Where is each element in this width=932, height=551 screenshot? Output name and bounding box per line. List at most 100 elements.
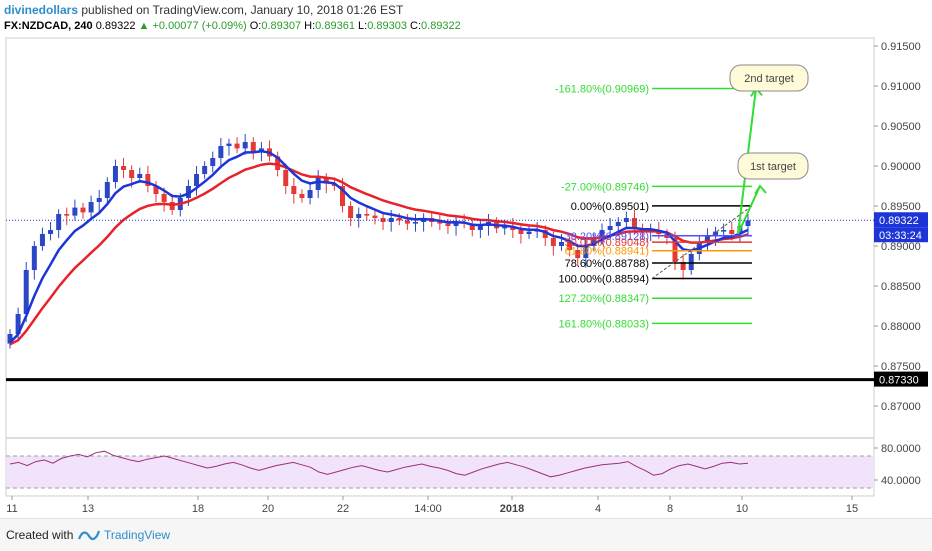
candle-up (15, 314, 21, 334)
candle-up (591, 238, 597, 246)
author-name[interactable]: divinedollars (4, 3, 79, 17)
price-tick-label: 0.87500 (881, 361, 921, 373)
candle-up (502, 226, 508, 229)
candle-up (226, 143, 232, 146)
date-tick-label: 2018 (500, 503, 524, 515)
candle-up (7, 334, 13, 344)
candle-down (364, 214, 370, 216)
candle-up (721, 230, 727, 232)
rsi-tick-label: 80.0000 (881, 443, 921, 455)
callout-box (729, 64, 809, 92)
up-arrow-icon: ▲ (138, 20, 150, 32)
swing-trendline (651, 205, 753, 279)
price-tick-label: 0.89500 (881, 201, 921, 213)
candle-up (31, 246, 37, 270)
open-label: O: (249, 20, 262, 32)
candle-up (713, 231, 719, 237)
candle-down (348, 206, 354, 218)
candle-up (72, 207, 78, 216)
countdown-label: 03:33:24 (879, 230, 922, 242)
tradingview-logo-icon[interactable] (78, 528, 100, 542)
symbol-label: FX:NZDCAD, 240 (4, 20, 93, 32)
support-tag (874, 371, 928, 387)
candle-up (623, 218, 629, 222)
target-callouts[interactable]: 2nd target 1st target (729, 64, 809, 180)
publish-info: divinedollars published on TradingView.c… (4, 3, 403, 17)
rsi-band-fill (6, 456, 874, 488)
candle-up (477, 226, 483, 230)
candle-up (185, 186, 191, 198)
support-line[interactable]: 0.87330 (6, 371, 928, 387)
candle-up (388, 218, 394, 222)
candle-down (121, 166, 127, 170)
low-label: L: (358, 20, 368, 32)
rsi-band (6, 455, 874, 489)
candle-up (88, 202, 94, 213)
candle-down (404, 220, 410, 224)
fib-label: 78.60%(0.88788) (565, 258, 649, 270)
candle-down (729, 230, 735, 234)
candle-up (242, 142, 248, 149)
candle-down (299, 194, 305, 198)
candle-up (607, 226, 613, 230)
candle-up (688, 254, 694, 270)
candle-down (469, 223, 475, 230)
candle-down (518, 230, 524, 234)
candle-down (575, 250, 581, 258)
fibonacci-levels[interactable]: -161.80%(0.90969) -27.00%(0.89746) 0.00%(0… (555, 83, 753, 330)
date-tick-label: 8 (667, 503, 673, 515)
candle-up (315, 178, 321, 190)
candle-down (340, 186, 346, 206)
date-tick-label: 22 (337, 503, 349, 515)
candle-up (48, 230, 54, 234)
moving-averages (9, 149, 749, 346)
price-axis[interactable]: 0.91500 0.91000 0.90500 0.90000 0.89500 0.890… (6, 41, 928, 487)
close-label: C: (410, 20, 422, 32)
candle-up (112, 166, 118, 182)
tradingview-link[interactable]: TradingView (104, 528, 171, 542)
publish-text: published on TradingView.com, January 10… (78, 3, 404, 17)
candle-down (291, 186, 297, 194)
current-price-tag (874, 212, 928, 228)
candle-down (567, 242, 573, 250)
candle-down (64, 214, 70, 216)
candle-up (412, 222, 418, 224)
target-1-arrow-head (754, 184, 767, 195)
candle-down (542, 230, 548, 238)
fib-label: 100.00%(0.88594) (558, 273, 649, 285)
ema-fast-line (9, 149, 749, 344)
price-tick-label: 0.88000 (881, 321, 921, 333)
candle-down (445, 223, 451, 226)
candle-up (194, 174, 200, 186)
created-with-label: Created with (6, 528, 74, 542)
candle-down (372, 215, 378, 218)
candle-down (129, 170, 135, 178)
callout-text: 1st target (750, 161, 796, 173)
price-tick-label: 0.88500 (881, 281, 921, 293)
low-value: 0.89303 (367, 20, 407, 32)
ohlc-info: FX:NZDCAD, 240 0.89322 ▲ +0.00077 (+0.09… (4, 20, 461, 32)
callout-box (737, 152, 809, 180)
date-tick-label: 4 (595, 503, 601, 515)
fib-label: -27.00%(0.89746) (561, 181, 649, 193)
high-value: 0.89361 (315, 20, 355, 32)
candle-up (202, 166, 208, 174)
candle-down (250, 142, 256, 152)
candle-up (96, 198, 102, 202)
price-chart[interactable]: -161.80%(0.90969) -27.00%(0.89746) 0.00%(0… (0, 0, 932, 518)
candle-up (558, 242, 564, 246)
rsi-tick-label: 40.0000 (881, 475, 921, 487)
chart-frame (5, 37, 875, 497)
candle-down (80, 207, 86, 213)
time-axis[interactable]: 11 13 18 20 22 14:00 2018 4 8 10 15 (6, 496, 858, 515)
callout-text: 2nd target (744, 73, 794, 85)
rsi-line (9, 450, 749, 478)
rsi-path (9, 450, 749, 478)
candle-up (104, 182, 110, 198)
date-tick-label: 11 (6, 503, 17, 515)
price-change: +0.00077 (+0.09%) (152, 20, 247, 32)
fib-label: 161.80%(0.88033) (558, 318, 649, 330)
fib-label: 61.80%(0.88941) (565, 246, 649, 258)
candle-down (145, 174, 151, 186)
countdown-tag (874, 227, 928, 243)
